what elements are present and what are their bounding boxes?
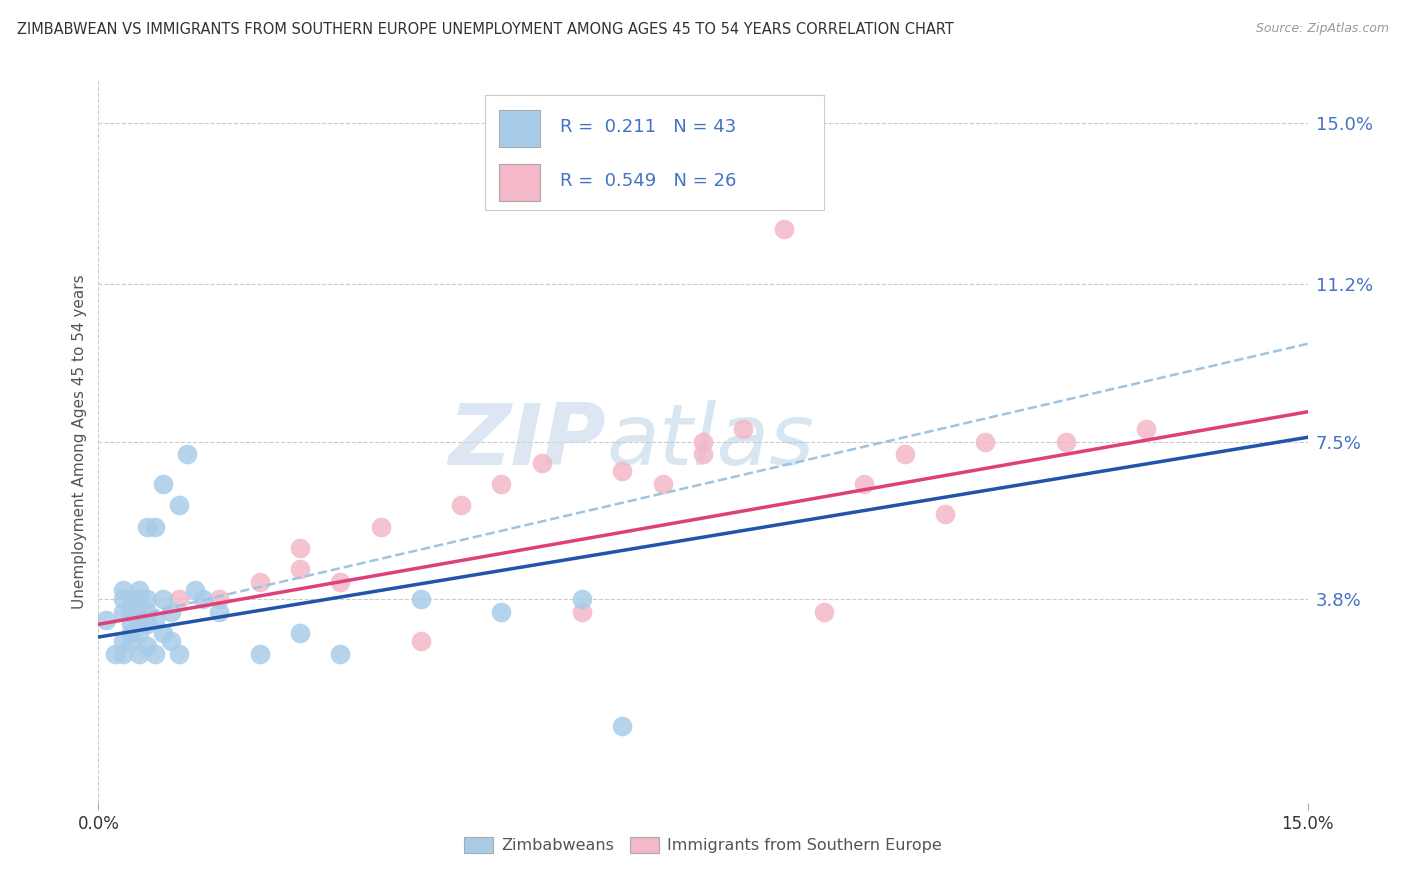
Point bbox=[152, 477, 174, 491]
Point bbox=[612, 719, 634, 733]
Point bbox=[692, 434, 714, 449]
Point bbox=[135, 519, 157, 533]
Point bbox=[651, 477, 673, 491]
Point bbox=[813, 605, 835, 619]
Text: ZIP: ZIP bbox=[449, 400, 606, 483]
Point bbox=[612, 464, 634, 478]
Point bbox=[128, 613, 150, 627]
Text: atlas: atlas bbox=[606, 400, 814, 483]
Point bbox=[571, 605, 593, 619]
Point bbox=[491, 477, 513, 491]
Point bbox=[167, 498, 190, 512]
Point bbox=[1054, 434, 1077, 449]
Point bbox=[934, 507, 956, 521]
Point bbox=[111, 605, 134, 619]
Point bbox=[571, 591, 593, 606]
Point bbox=[692, 447, 714, 461]
Point bbox=[120, 625, 142, 640]
Point bbox=[135, 605, 157, 619]
Point bbox=[1135, 422, 1157, 436]
Point bbox=[167, 591, 190, 606]
Point bbox=[530, 456, 553, 470]
Point bbox=[772, 222, 794, 236]
Point bbox=[120, 605, 142, 619]
Point bbox=[193, 591, 215, 606]
Point bbox=[128, 625, 150, 640]
Point bbox=[249, 647, 271, 661]
Text: ZIMBABWEAN VS IMMIGRANTS FROM SOUTHERN EUROPE UNEMPLOYMENT AMONG AGES 45 TO 54 Y: ZIMBABWEAN VS IMMIGRANTS FROM SOUTHERN E… bbox=[17, 22, 953, 37]
Point bbox=[128, 647, 150, 661]
Point bbox=[96, 613, 118, 627]
Point bbox=[249, 574, 271, 589]
Point bbox=[128, 591, 150, 606]
Point bbox=[120, 634, 142, 648]
Point bbox=[152, 625, 174, 640]
Point bbox=[128, 605, 150, 619]
Point bbox=[160, 605, 183, 619]
Point bbox=[111, 634, 134, 648]
Point bbox=[120, 617, 142, 632]
Point bbox=[111, 591, 134, 606]
Legend: Zimbabweans, Immigrants from Southern Europe: Zimbabweans, Immigrants from Southern Eu… bbox=[458, 830, 948, 860]
Point bbox=[409, 634, 432, 648]
Point bbox=[167, 647, 190, 661]
Point bbox=[111, 647, 134, 661]
Point bbox=[329, 647, 352, 661]
Point bbox=[184, 583, 207, 598]
Point bbox=[143, 647, 166, 661]
Point bbox=[111, 583, 134, 598]
Point bbox=[329, 574, 352, 589]
Point bbox=[288, 562, 311, 576]
Point bbox=[450, 498, 472, 512]
Point bbox=[160, 634, 183, 648]
Point bbox=[208, 591, 231, 606]
Point bbox=[176, 447, 198, 461]
Point bbox=[143, 613, 166, 627]
Point bbox=[135, 639, 157, 653]
Point bbox=[135, 591, 157, 606]
Point bbox=[143, 519, 166, 533]
Point bbox=[409, 591, 432, 606]
Point bbox=[974, 434, 997, 449]
Point bbox=[128, 583, 150, 598]
Point bbox=[288, 541, 311, 555]
Point bbox=[491, 605, 513, 619]
Point bbox=[893, 447, 915, 461]
Point bbox=[152, 591, 174, 606]
Point bbox=[288, 625, 311, 640]
Point bbox=[103, 647, 125, 661]
Point bbox=[370, 519, 392, 533]
Point bbox=[135, 617, 157, 632]
Text: Source: ZipAtlas.com: Source: ZipAtlas.com bbox=[1256, 22, 1389, 36]
Point bbox=[120, 591, 142, 606]
Point bbox=[208, 605, 231, 619]
Point bbox=[853, 477, 876, 491]
Point bbox=[733, 422, 755, 436]
Y-axis label: Unemployment Among Ages 45 to 54 years: Unemployment Among Ages 45 to 54 years bbox=[72, 274, 87, 609]
